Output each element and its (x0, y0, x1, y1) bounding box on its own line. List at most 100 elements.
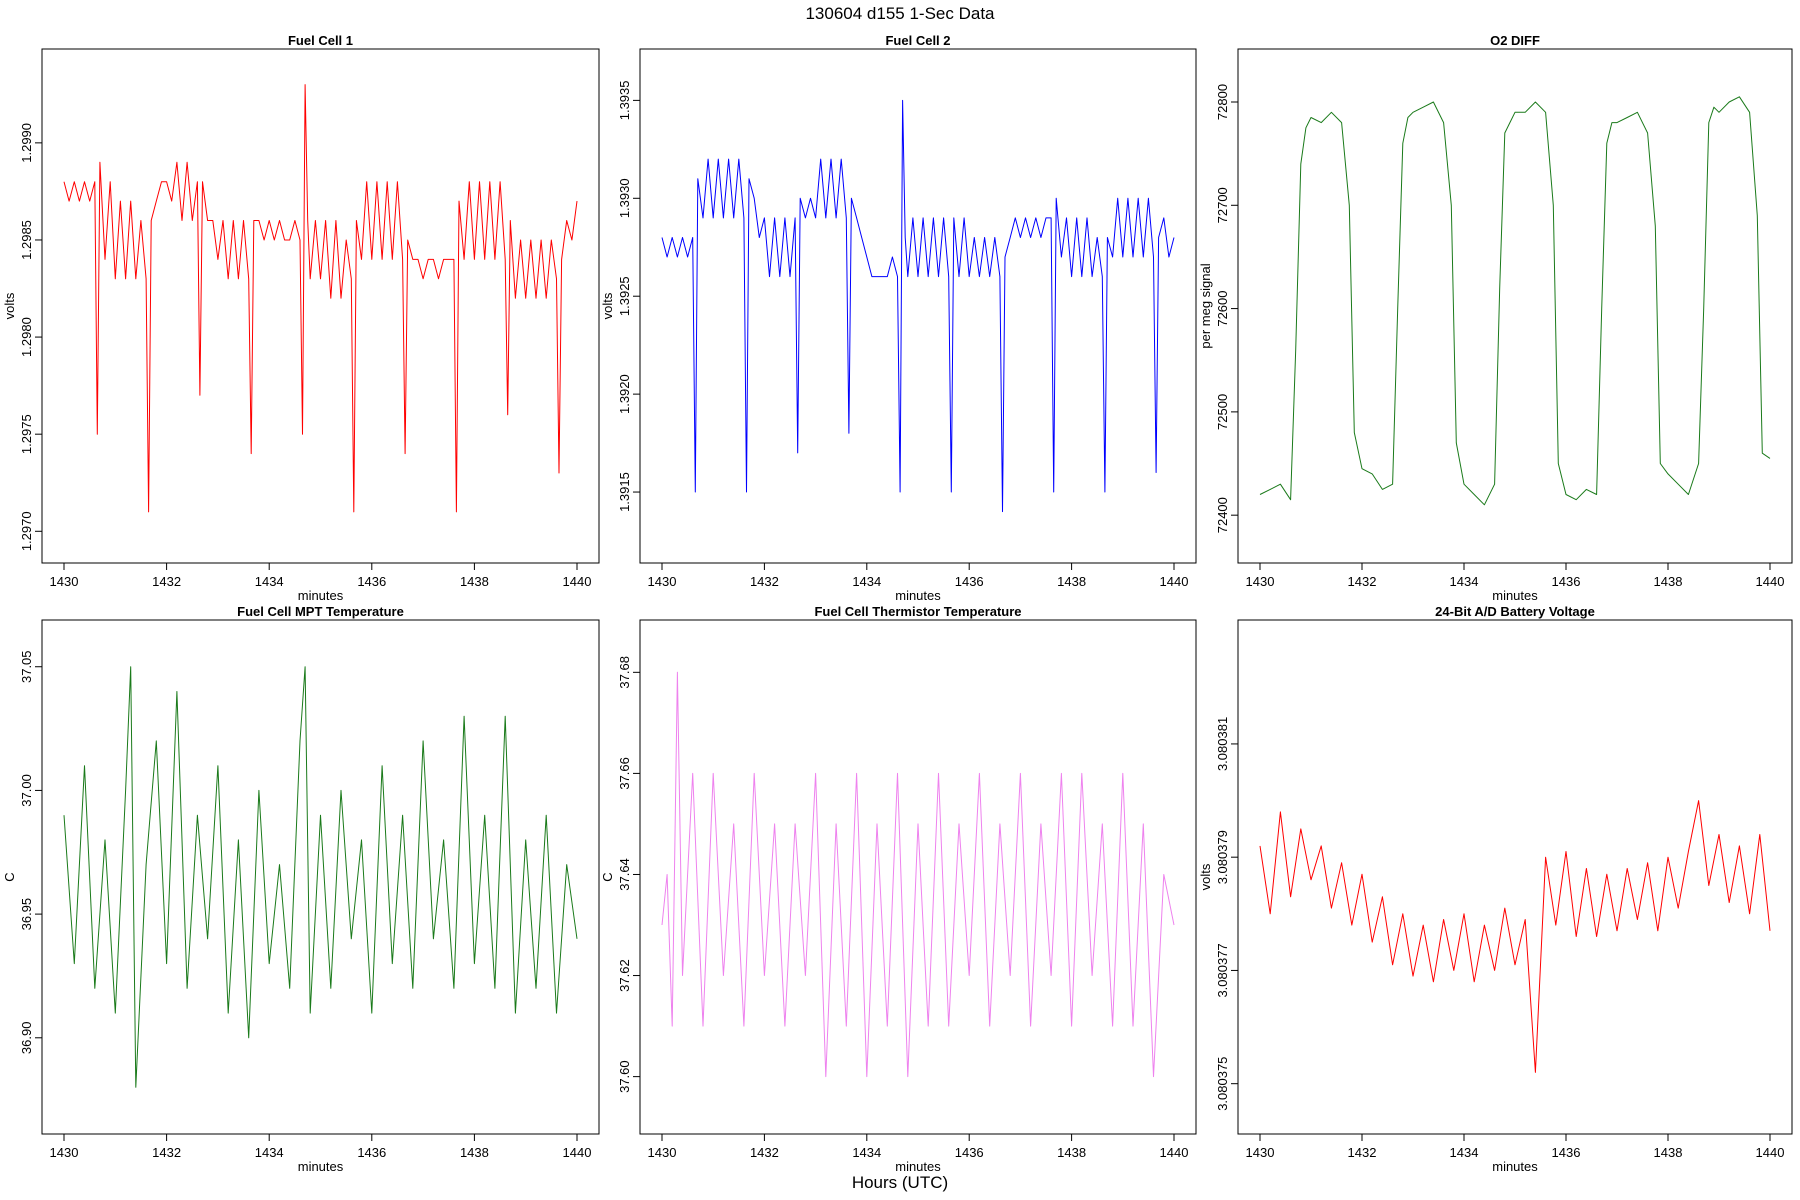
x-tick-label: 1440 (563, 1145, 592, 1160)
y-tick-label: 1.2990 (19, 123, 34, 163)
x-tick-label: 1432 (750, 1145, 779, 1160)
x-tick-label: 1438 (460, 1145, 489, 1160)
y-tick-label: 72500 (1215, 394, 1230, 430)
y-tick-label: 37.68 (617, 656, 632, 689)
plot-frame (639, 48, 1197, 564)
y-tick-label: 3.080381 (1215, 717, 1230, 771)
x-tick-label: 1438 (1654, 574, 1683, 589)
figure-xlabel: Hours (UTC) (852, 1173, 948, 1192)
series-line (63, 666, 578, 1088)
panel-title: Fuel Cell MPT Temperature (237, 604, 404, 619)
panel-2: Fuel Cell 2 1430 1432 1434 1436 1438 1440 minut… (600, 33, 1197, 603)
x-axis-label: minutes (298, 1159, 344, 1174)
x-axis-label: minutes (298, 588, 344, 603)
x-tick-label: 1430 (1246, 574, 1275, 589)
x-tick-label: 1430 (50, 1145, 79, 1160)
x-tick-label: 1438 (460, 574, 489, 589)
x-axis-label: minutes (895, 1159, 941, 1174)
y-tick-label: 1.2985 (19, 220, 34, 260)
x-tick-label: 1432 (750, 574, 779, 589)
x-tick-label: 1432 (152, 1145, 181, 1160)
series-line (1259, 800, 1771, 1073)
series-line (661, 671, 1175, 1078)
x-tick-label: 1438 (1057, 1145, 1086, 1160)
panel-1: Fuel Cell 1 1430 1432 1434 1436 1438 1440 minut… (2, 33, 600, 603)
y-tick-label: 1.3920 (617, 374, 632, 414)
x-axis-label: minutes (895, 588, 941, 603)
x-tick-label: 1438 (1057, 574, 1086, 589)
series-line (1259, 96, 1771, 506)
x-tick-label: 1440 (1160, 574, 1189, 589)
y-tick-label: 1.3915 (617, 472, 632, 512)
y-tick-label: 72800 (1215, 84, 1230, 120)
x-axis-label: minutes (1492, 1159, 1538, 1174)
plot-frame (41, 48, 600, 564)
x-tick-label: 1440 (1756, 1145, 1785, 1160)
x-tick-label: 1436 (357, 1145, 386, 1160)
x-tick-label: 1434 (852, 1145, 881, 1160)
x-tick-label: 1440 (1160, 1145, 1189, 1160)
x-tick-label: 1436 (1552, 574, 1581, 589)
x-tick-label: 1436 (357, 574, 386, 589)
y-tick-label: 37.64 (617, 858, 632, 891)
y-axis-label: volts (2, 292, 17, 319)
panel-5: Fuel Cell Thermistor Temperature 1430 1432… (600, 604, 1197, 1174)
y-axis-label: C (600, 872, 615, 881)
y-tick-label: 72600 (1215, 291, 1230, 327)
x-tick-label: 1438 (1654, 1145, 1683, 1160)
panel-title: O2 DIFF (1490, 33, 1540, 48)
y-tick-label: 72400 (1215, 497, 1230, 533)
x-tick-label: 1434 (1450, 574, 1479, 589)
x-tick-label: 1436 (1552, 1145, 1581, 1160)
y-tick-label: 1.3935 (617, 80, 632, 120)
y-tick-label: 1.2975 (19, 414, 34, 454)
panel-title: Fuel Cell 2 (885, 33, 950, 48)
y-axis-label: per meg signal (1198, 263, 1213, 348)
panel-title: Fuel Cell Thermistor Temperature (814, 604, 1021, 619)
y-tick-label: 1.2980 (19, 317, 34, 357)
x-tick-label: 1434 (255, 1145, 284, 1160)
plot-frame (639, 619, 1197, 1135)
x-tick-label: 1432 (152, 574, 181, 589)
series-line (661, 99, 1175, 513)
panel-4: Fuel Cell MPT Temperature 1430 1432 1434 143… (2, 604, 600, 1174)
chart-panels: Fuel Cell 1 1430 1432 1434 1436 1438 1440 minut… (2, 33, 1793, 1174)
y-tick-label: 3.080375 (1215, 1057, 1230, 1111)
x-tick-label: 1440 (1756, 574, 1785, 589)
panel-3: O2 DIFF 1430 1432 1434 1436 1438 1440 minutes 72… (1198, 33, 1793, 603)
y-axis-label: C (2, 872, 17, 881)
x-tick-label: 1436 (955, 1145, 984, 1160)
figure-title: 130604 d155 1-Sec Data (805, 4, 995, 23)
y-tick-label: 37.62 (617, 959, 632, 992)
y-tick-label: 37.60 (617, 1060, 632, 1093)
x-tick-label: 1430 (1246, 1145, 1275, 1160)
y-tick-label: 37.66 (617, 757, 632, 790)
y-tick-label: 36.95 (19, 898, 34, 931)
y-axis-label: volts (1198, 863, 1213, 890)
panel-title: 24-Bit A/D Battery Voltage (1435, 604, 1595, 619)
series-line (63, 84, 578, 513)
y-tick-label: 3.080379 (1215, 830, 1230, 884)
y-tick-label: 1.2970 (19, 511, 34, 551)
y-tick-label: 1.3925 (617, 276, 632, 316)
y-tick-label: 36.90 (19, 1022, 34, 1055)
x-tick-label: 1434 (1450, 1145, 1479, 1160)
x-axis-label: minutes (1492, 588, 1538, 603)
y-tick-label: 37.05 (19, 650, 34, 683)
x-tick-label: 1432 (1348, 1145, 1377, 1160)
x-tick-label: 1440 (563, 574, 592, 589)
y-tick-label: 3.080377 (1215, 943, 1230, 997)
y-tick-label: 37.00 (19, 774, 34, 807)
x-tick-label: 1430 (50, 574, 79, 589)
x-tick-label: 1430 (648, 574, 677, 589)
y-tick-label: 72700 (1215, 187, 1230, 223)
plot-frame (1237, 619, 1793, 1135)
x-tick-label: 1434 (852, 574, 881, 589)
x-tick-label: 1430 (648, 1145, 677, 1160)
x-tick-label: 1436 (955, 574, 984, 589)
plot-frame (41, 619, 600, 1135)
x-tick-label: 1432 (1348, 574, 1377, 589)
panel-6: 24-Bit A/D Battery Voltage 1430 1432 1434 14… (1198, 604, 1793, 1174)
panel-title: Fuel Cell 1 (288, 33, 353, 48)
